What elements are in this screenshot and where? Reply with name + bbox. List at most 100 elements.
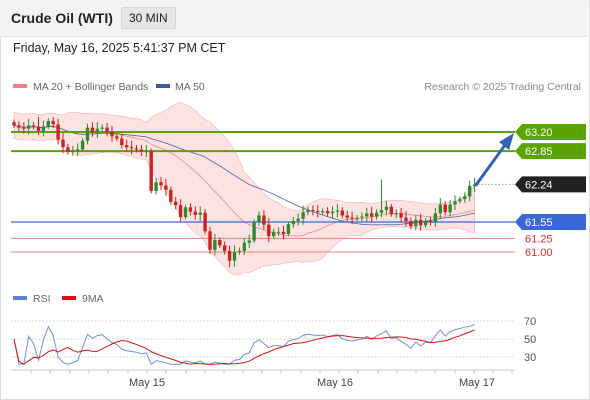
candle-body [458, 199, 462, 202]
candle-body [423, 220, 428, 226]
candle-body [281, 231, 286, 234]
credit-label: Research © 2025 Trading Central [424, 81, 581, 93]
candle-body [46, 121, 50, 127]
candle-body [321, 211, 325, 213]
candle-body [335, 210, 340, 212]
candle-body [174, 201, 178, 206]
rsi-legend-swatch [13, 296, 27, 300]
price-tag-61.55: 61.55 [525, 217, 553, 229]
candle-body [56, 124, 60, 140]
candle-body [90, 127, 95, 132]
candle-body [306, 210, 310, 213]
candle-body [276, 231, 281, 233]
candle-body [340, 210, 344, 216]
candle-body [198, 212, 202, 215]
candle-body [149, 151, 153, 191]
candle-body [22, 127, 26, 129]
candle-body [218, 240, 222, 246]
candle-body [115, 136, 119, 139]
candle-body [95, 128, 99, 132]
x-axis-ticks: May 15 May 16 May 17 [30, 370, 513, 389]
x-tick-label: May 16 [317, 377, 353, 389]
candle-body [414, 219, 418, 227]
candle-body [409, 220, 413, 227]
candle-body [120, 138, 124, 146]
price-tag-63.20: 63.20 [525, 127, 553, 139]
candle-body [85, 127, 90, 141]
rsi-tick-70: 70 [524, 316, 536, 328]
candle-body [433, 213, 438, 222]
candle-body [183, 207, 188, 218]
price-tag-bg-62.85 [515, 143, 586, 160]
candle-body [232, 252, 237, 261]
candle-body [355, 217, 359, 219]
candle-body [164, 185, 168, 190]
price-tag-bg-61.55 [515, 214, 586, 230]
candle-body [468, 186, 472, 197]
rsi-pane: 70 50 30 [11, 316, 536, 365]
candle-body [223, 245, 227, 251]
candle-body [159, 182, 163, 186]
candle-body [66, 147, 70, 152]
bollinger-legend-label: MA 20 + Bollinger Bands [33, 81, 148, 93]
candle-body [345, 215, 349, 218]
candle-body [188, 207, 193, 212]
price-tag-bg-62.24 [515, 176, 586, 193]
ma50-legend-swatch [156, 84, 170, 88]
candle-body [463, 196, 467, 200]
candle-body [360, 216, 364, 218]
candle-body [301, 212, 305, 219]
ma50-legend-label: MA 50 [175, 81, 205, 93]
candle-body [27, 125, 31, 129]
rsi-legend-label: RSI [33, 293, 51, 305]
candle-body [399, 213, 403, 218]
price-tags: 63.20 62.85 62.24 61.55 61.25 61.00 [515, 124, 586, 259]
candle-body [80, 140, 85, 150]
candle-body [296, 218, 300, 221]
candle-body [76, 149, 80, 151]
candle-body [453, 201, 457, 205]
candle-body [394, 213, 398, 215]
price-tag-62.85: 62.85 [525, 146, 553, 158]
candle-body [203, 212, 207, 232]
candle-body [31, 125, 36, 127]
candle-body [100, 127, 104, 129]
candle-body [110, 132, 114, 137]
x-tick-label: May 15 [129, 377, 165, 389]
candle-body [41, 126, 46, 131]
candle-body [12, 122, 16, 126]
candle-body [257, 215, 261, 222]
price-tag-bg-63.20 [515, 124, 586, 140]
candle-body [330, 211, 335, 214]
candle-body [144, 151, 148, 153]
x-tick-label: May 17 [459, 377, 495, 389]
candle-body [227, 250, 232, 261]
candle-body [389, 206, 393, 215]
candle-body [105, 127, 109, 132]
price-tag-62.24: 62.24 [525, 179, 553, 191]
candle-body [208, 231, 212, 250]
candle-body [374, 212, 379, 217]
candle-body [272, 231, 276, 237]
candle-body [134, 148, 139, 150]
candle-body [291, 220, 295, 225]
rsi-tick-50: 50 [524, 334, 536, 346]
rsi-ma-legend-label: 9MA [82, 293, 104, 305]
candle-body [370, 213, 374, 217]
candle-body [267, 224, 271, 237]
candles [12, 116, 477, 268]
candle-body [252, 222, 256, 241]
rsi-tick-30: 30 [524, 352, 536, 364]
candle-body [178, 205, 183, 218]
candle-body [438, 204, 442, 214]
candle-body [379, 210, 384, 213]
ma50-line [13, 125, 475, 226]
datetime-label: Friday, May 16, 2025 5:41:37 PM CET [13, 41, 226, 55]
candle-body [36, 126, 41, 131]
candle-body [384, 206, 389, 210]
candle-body [169, 189, 173, 202]
interval-button[interactable]: 30 MIN [121, 7, 176, 29]
candle-body [17, 125, 21, 128]
candle-body [125, 145, 129, 148]
